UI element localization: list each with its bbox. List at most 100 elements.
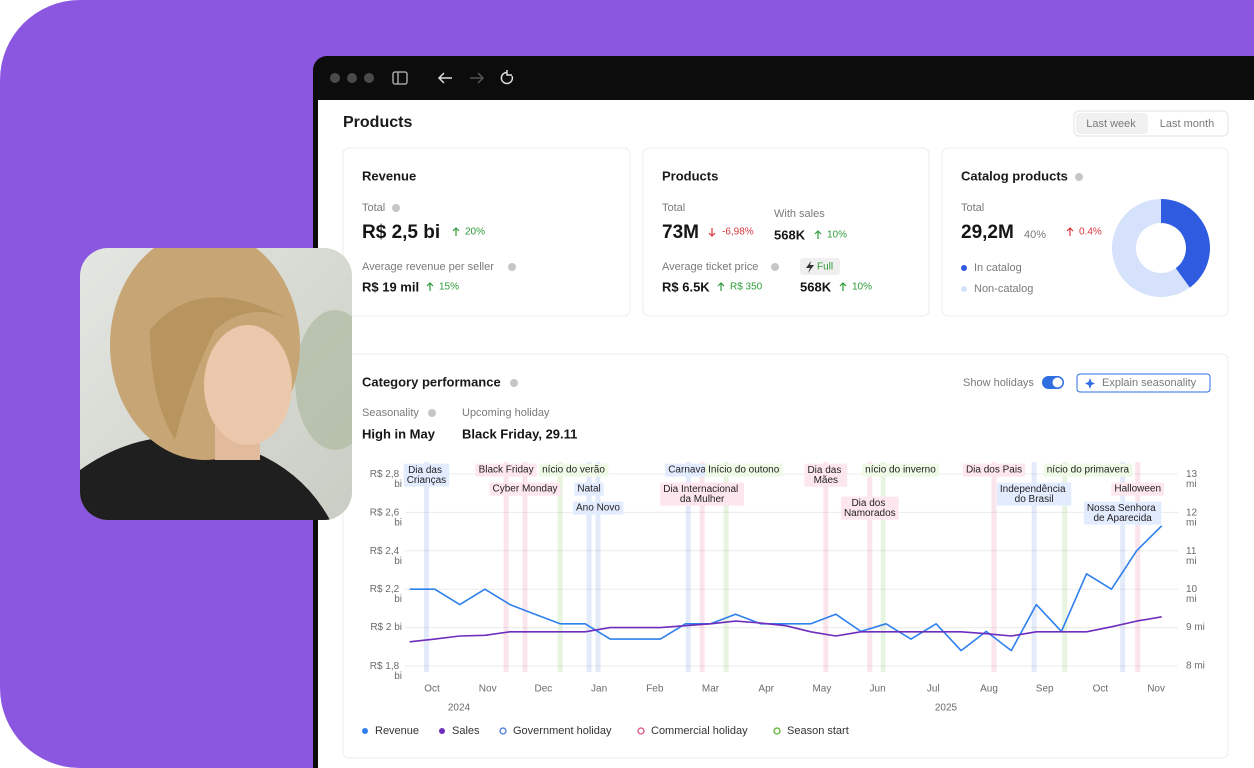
x-tick-label: Oct [424, 684, 440, 695]
card [642, 147, 930, 317]
holiday-label-bg [840, 496, 899, 520]
forward-button[interactable] [470, 72, 485, 84]
metric-change: 10% [827, 230, 847, 241]
series-line [409, 616, 1162, 643]
holiday-band [723, 462, 729, 672]
donut-slice [1161, 199, 1210, 288]
metric-label: Average revenue per seller [362, 261, 494, 273]
metric-value: 29,2M [961, 222, 1014, 243]
window-control[interactable] [364, 73, 374, 83]
holiday-label: Ano Novo [576, 503, 620, 514]
photo-hair-front [150, 297, 290, 440]
back-button[interactable] [437, 72, 452, 84]
y-tick-label: R$ 2 bi [370, 622, 402, 633]
holiday-annotation: Black Friday [475, 463, 537, 477]
metric-change: -6,98% [722, 227, 754, 238]
holiday-annotation: Início do outono [705, 463, 783, 477]
holiday-band [699, 462, 705, 672]
range-button: Last month [1160, 118, 1214, 130]
holiday-annotation: Dia dos Namorados [840, 496, 899, 520]
holiday-annotation: Independência do Brasil [996, 482, 1072, 506]
metric-label: Seasonality [362, 407, 419, 419]
arrow-down [708, 228, 716, 237]
legend-marker [362, 728, 368, 734]
info-icon [392, 204, 400, 212]
metric-label: With sales [774, 208, 825, 220]
metric-value: R$ 6.5K [662, 279, 710, 294]
legend-label: In catalog [974, 262, 1022, 274]
holiday-annotation: Natal [574, 482, 604, 496]
page-title: Products [343, 114, 412, 131]
metric-label: Upcoming holiday [462, 407, 550, 419]
holiday-label: Dia dos Namorados [844, 498, 896, 519]
card [342, 147, 631, 317]
photo-plant [295, 310, 352, 450]
holiday-label-bg [403, 463, 450, 487]
range-active[interactable] [1076, 113, 1148, 134]
info-icon [508, 263, 516, 271]
holiday-band [823, 462, 829, 672]
info-icon [1075, 173, 1083, 181]
arrow-up [426, 282, 434, 291]
holiday-label: Natal [577, 484, 600, 495]
holiday-label-bg [574, 482, 604, 496]
metric-value: Black Friday, 29.11 [462, 426, 577, 441]
holiday-label: Carnaval [668, 465, 708, 476]
legend-marker [961, 286, 967, 292]
metric-value: High in May [362, 426, 436, 441]
metric-value: 73M [662, 222, 699, 243]
holiday-label: Dia dos Pais [966, 465, 1022, 476]
y2-tick-label: 12 mi [1186, 507, 1200, 528]
y-tick-label: R$ 2,2 bi [370, 584, 402, 605]
x-tick-label: Dec [535, 684, 553, 695]
holiday-label: Dia das Crianças [407, 465, 446, 486]
holiday-label-bg [539, 463, 609, 477]
x-tick-label: May [812, 684, 831, 695]
arrow-up [814, 230, 822, 239]
holiday-label-bg [962, 463, 1026, 477]
explain-label: Explain seasonality [1102, 377, 1197, 389]
y2-tick-label: 10 mi [1186, 584, 1200, 605]
explain-button[interactable] [1076, 373, 1211, 393]
holiday-label-bg [1111, 482, 1165, 496]
holiday-annotation: Dia dos Pais [962, 463, 1026, 477]
x-tick-label: Nov [479, 684, 497, 695]
legend-label: Non-catalog [974, 283, 1033, 295]
holiday-annotation: Ano Novo [573, 501, 624, 515]
photo-face [204, 325, 292, 445]
sparkle-icon [1085, 378, 1095, 389]
holiday-label: Cyber Monday [493, 484, 558, 495]
legend-label: Season start [787, 725, 849, 737]
metric-value: 568K [800, 279, 832, 294]
holiday-band [1062, 462, 1068, 672]
x-tick-label: Sep [1036, 684, 1054, 695]
metric-label: Total [662, 202, 685, 214]
reload-button[interactable] [500, 70, 514, 85]
y2-tick-label: 11 mi [1186, 545, 1199, 566]
photo-body [80, 436, 330, 520]
holiday-annotation: Halloween [1111, 482, 1165, 496]
metric-label: Total [961, 202, 984, 214]
donut-slice [1111, 199, 1190, 297]
sidebar-icon[interactable] [392, 71, 408, 85]
toggle-label: Show holidays [963, 377, 1034, 389]
holiday-annotation: Carnaval [665, 463, 712, 477]
holiday-label: Dia das Mães [807, 465, 844, 486]
section-title: Category performance [362, 374, 501, 389]
holiday-annotation: Nossa Senhora de Aparecida [1083, 501, 1162, 525]
card-title: Revenue [362, 168, 416, 183]
year-label: 2024 [448, 703, 471, 714]
metric-change: R$ 350 [730, 282, 763, 293]
holiday-band [867, 462, 873, 672]
info-icon [428, 409, 436, 417]
holiday-band [1031, 462, 1037, 672]
window-control[interactable] [330, 73, 340, 83]
holiday-band [522, 462, 528, 672]
holiday-band [503, 462, 509, 672]
holiday-label-bg [705, 463, 783, 477]
x-tick-label: Jun [870, 684, 886, 695]
window-control[interactable] [347, 73, 357, 83]
metric-value: 568K [774, 227, 806, 242]
holiday-label: Independência do Brasil [1000, 484, 1068, 505]
